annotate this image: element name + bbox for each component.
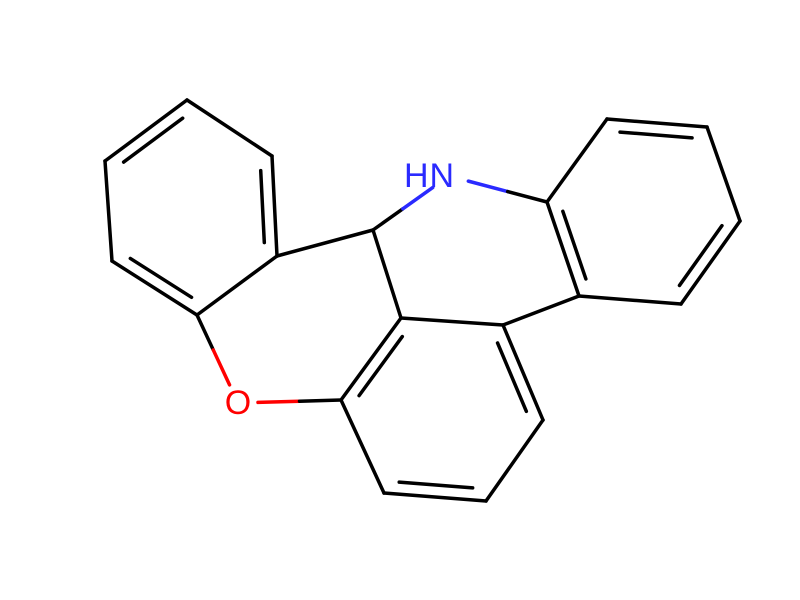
- bond: [197, 315, 213, 350]
- oxygen-atom-label: O: [225, 384, 251, 422]
- bond: [373, 209, 403, 230]
- bond: [399, 482, 472, 488]
- bond: [258, 401, 300, 402]
- bond: [341, 318, 401, 400]
- bond: [272, 156, 277, 256]
- bond: [401, 318, 503, 325]
- bond: [607, 119, 707, 127]
- bond: [213, 350, 229, 385]
- bond: [341, 400, 384, 493]
- bond: [261, 171, 265, 243]
- nitrogen-atom-label: HN: [404, 157, 454, 195]
- bond: [503, 296, 579, 325]
- bond: [105, 100, 187, 161]
- molecule-diagram: O HN: [0, 0, 800, 600]
- bond: [486, 420, 543, 501]
- bond: [547, 119, 607, 202]
- bond: [563, 211, 586, 279]
- bond: [498, 343, 527, 411]
- bond: [299, 400, 341, 401]
- bond: [508, 192, 547, 202]
- bond: [384, 493, 486, 501]
- bond: [579, 296, 681, 304]
- bond: [373, 230, 401, 318]
- bond: [707, 127, 740, 221]
- bond: [620, 132, 692, 138]
- bond: [105, 161, 112, 261]
- bond: [112, 261, 197, 315]
- bond: [681, 221, 740, 304]
- bond: [187, 100, 272, 156]
- bond: [277, 230, 373, 256]
- bond: [197, 256, 277, 315]
- bond: [468, 181, 507, 191]
